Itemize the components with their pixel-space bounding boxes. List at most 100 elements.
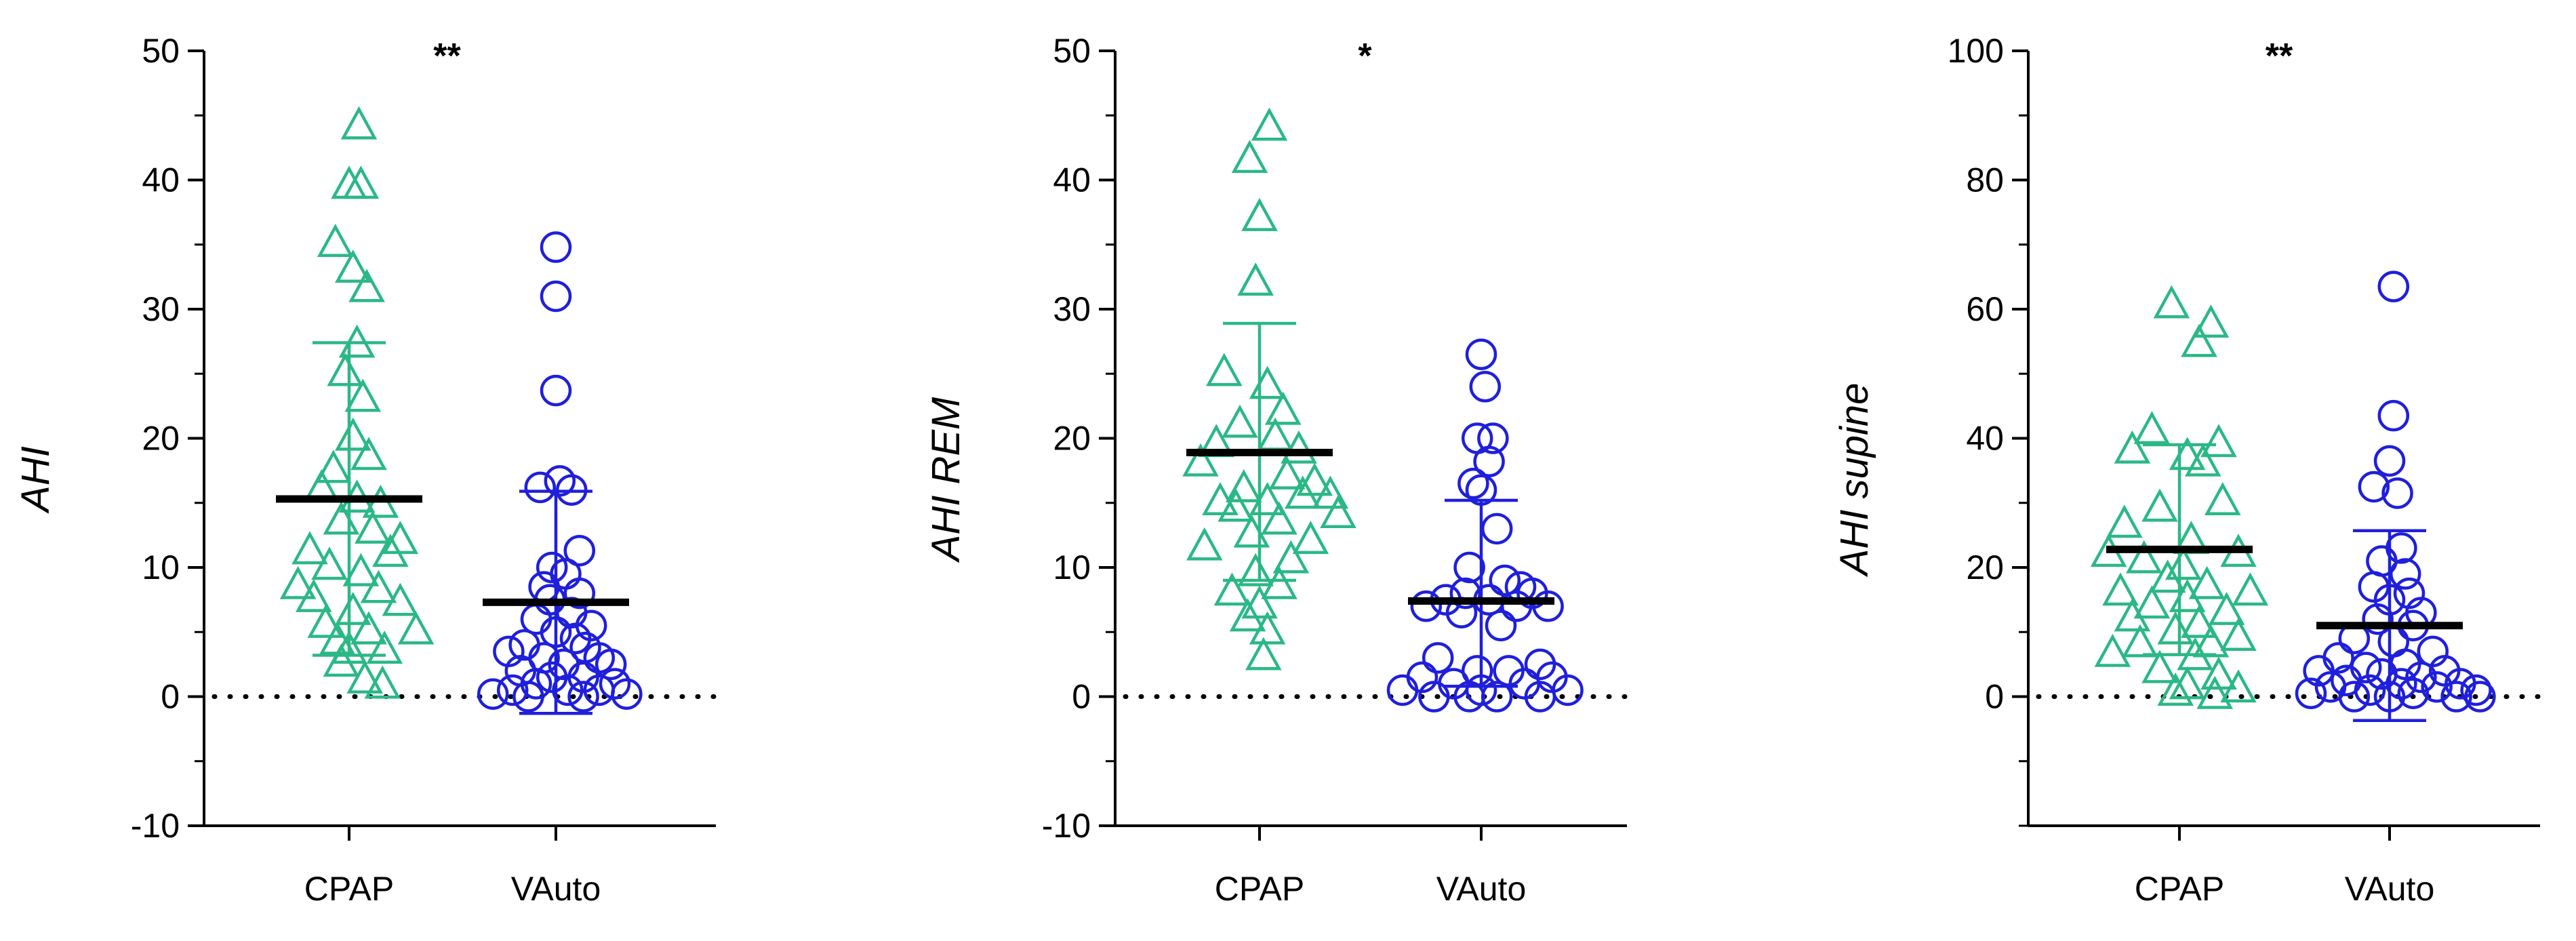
data-point-cpap <box>1245 637 1282 670</box>
data-point-cpap <box>2157 611 2194 645</box>
y-axis-label: AHI <box>14 446 58 514</box>
data-point-vauto <box>1524 681 1556 713</box>
data-point-vauto <box>2464 681 2496 713</box>
data-point-cpap <box>2220 669 2257 703</box>
data-point-cpap <box>2114 598 2151 632</box>
data-point-cpap <box>344 378 382 412</box>
data-point-vauto <box>2405 661 2437 694</box>
y-tick-label: 20 <box>1966 548 2004 586</box>
data-point-cpap <box>348 268 385 302</box>
data-point-cpap <box>2181 323 2217 357</box>
data-point-cpap <box>355 510 391 544</box>
data-point-cpap <box>1202 482 1239 515</box>
data-point-cpap <box>2200 424 2237 458</box>
data-point-vauto <box>2460 674 2492 706</box>
y-tick-label: 30 <box>1053 290 1091 328</box>
data-point-cpap <box>2102 572 2139 606</box>
data-point-cpap <box>1292 521 1329 555</box>
data-point-cpap <box>2141 488 2178 522</box>
data-point-cpap <box>340 106 378 140</box>
series-cpap <box>276 106 435 699</box>
data-point-cpap <box>1268 456 1306 489</box>
y-tick-label: 50 <box>1053 32 1091 70</box>
significance-marker: ** <box>433 37 461 76</box>
data-point-cpap <box>1233 514 1270 548</box>
data-point-cpap <box>296 578 332 612</box>
y-tick-label: 0 <box>1072 678 1091 716</box>
data-point-cpap <box>317 224 354 257</box>
data-point-vauto <box>567 681 599 713</box>
y-tick-label: 60 <box>1966 290 2004 328</box>
data-point-vauto <box>2377 399 2410 432</box>
data-point-cpap <box>2153 285 2190 319</box>
data-point-vauto <box>2421 670 2453 703</box>
y-tick-label: 40 <box>1966 420 2004 458</box>
data-point-cpap <box>335 249 371 283</box>
data-point-vauto <box>1457 467 1489 500</box>
data-point-vauto <box>508 629 540 661</box>
data-point-cpap <box>366 630 403 664</box>
data-point-vauto <box>1418 681 1450 713</box>
data-point-vauto <box>520 603 552 635</box>
y-tick-label: 40 <box>142 161 180 199</box>
data-point-cpap <box>350 611 387 645</box>
data-point-cpap <box>1213 572 1251 606</box>
data-point-cpap <box>315 449 352 483</box>
data-point-cpap <box>1285 475 1321 509</box>
data-point-cpap <box>311 546 348 580</box>
data-point-cpap <box>2205 482 2241 515</box>
data-point-vauto <box>2358 470 2390 503</box>
data-point-cpap <box>1217 488 1254 522</box>
data-point-vauto <box>2362 603 2394 635</box>
data-point-vauto <box>611 678 643 710</box>
data-point-vauto <box>2303 655 2335 687</box>
chart-panel-3: 0 20 40 60 80 100 CPAP VAuto AHI supine ** <box>1832 32 2552 908</box>
data-point-vauto <box>1481 513 1513 545</box>
data-point-cpap <box>291 531 328 565</box>
data-point-cpap <box>2192 304 2230 338</box>
data-point-cpap <box>1261 565 1297 599</box>
data-point-cpap <box>1251 107 1288 141</box>
data-point-cpap <box>2122 624 2158 658</box>
y-tick-label: -10 <box>1042 807 1091 845</box>
y-tick-label: 20 <box>1053 420 1091 458</box>
series-vauto <box>2295 271 2496 722</box>
data-point-cpap <box>307 605 344 638</box>
data-point-vauto <box>536 551 568 584</box>
data-point-cpap <box>335 591 371 625</box>
data-point-cpap <box>1241 197 1278 231</box>
data-point-cpap <box>1296 462 1333 496</box>
significance-marker: ** <box>2266 37 2293 76</box>
data-point-vauto <box>1500 590 1533 622</box>
data-point-cpap <box>335 417 371 451</box>
data-point-vauto <box>2386 532 2417 564</box>
x-category-label-vauto: VAuto <box>1436 870 1527 908</box>
data-point-vauto <box>2338 681 2371 713</box>
data-point-vauto <box>540 374 572 407</box>
data-point-cpap <box>1206 353 1243 386</box>
data-point-vauto <box>2397 677 2430 709</box>
y-tick-label: 0 <box>161 678 180 716</box>
data-point-cpap <box>279 565 317 599</box>
data-point-cpap <box>1222 404 1258 438</box>
data-point-cpap <box>2149 559 2186 593</box>
data-point-vauto <box>1469 371 1502 403</box>
data-point-vauto <box>2373 445 2406 477</box>
data-point-cpap <box>2141 649 2178 683</box>
data-point-cpap <box>2181 605 2217 638</box>
data-point-cpap <box>1249 365 1286 399</box>
data-point-vauto <box>540 280 572 313</box>
data-point-cpap <box>2208 591 2245 625</box>
data-point-cpap <box>2094 633 2131 667</box>
data-point-cpap <box>1265 391 1302 425</box>
data-point-vauto <box>1422 642 1454 674</box>
data-point-vauto <box>1453 681 1485 713</box>
data-point-cpap <box>372 534 409 567</box>
data-point-vauto <box>2295 677 2327 709</box>
data-point-vauto <box>563 534 596 567</box>
data-point-vauto <box>524 471 557 504</box>
data-point-cpap <box>1241 585 1278 619</box>
series-vauto <box>477 231 643 715</box>
y-tick-label: 30 <box>142 290 180 328</box>
